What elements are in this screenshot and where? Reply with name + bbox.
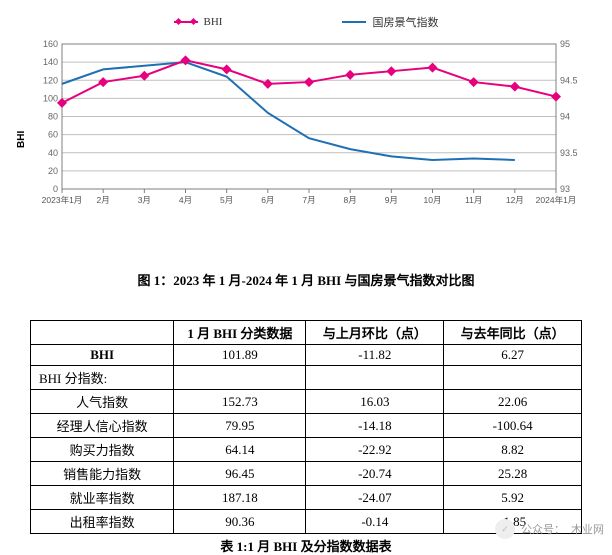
row-label: 出租率指数 [31, 510, 174, 534]
table-row: 人气指数152.7316.0322.06 [31, 390, 582, 414]
plot-area: BHI 0204060801001201401609393.59494.5952… [20, 38, 592, 213]
table-row: BHI 分指数: [31, 366, 582, 390]
legend-swatch-bhi [174, 21, 198, 23]
svg-text:11月: 11月 [465, 195, 482, 205]
watermark: ✓ 公众号： 木业网 [495, 519, 604, 539]
svg-text:20: 20 [48, 166, 58, 176]
svg-text:120: 120 [43, 75, 58, 85]
table-cell: 152.73 [174, 390, 306, 414]
svg-text:140: 140 [43, 57, 58, 67]
table-cell: 90.36 [174, 510, 306, 534]
row-label: BHI [31, 345, 174, 366]
svg-text:12月: 12月 [506, 195, 524, 205]
table-cell: 8.82 [444, 438, 582, 462]
svg-text:2024年1月: 2024年1月 [536, 195, 577, 205]
svg-text:80: 80 [48, 112, 58, 122]
svg-text:6月: 6月 [261, 195, 274, 205]
row-label: 人气指数 [31, 390, 174, 414]
table-row: BHI101.89-11.826.27 [31, 345, 582, 366]
table-cell: 101.89 [174, 345, 306, 366]
svg-text:40: 40 [48, 148, 58, 158]
legend-label-bhi: BHI [204, 16, 223, 28]
y-left-axis-label: BHI [16, 131, 27, 148]
table-cell: -20.74 [306, 462, 444, 486]
data-table: 1 月 BHI 分类数据与上月环比（点）与去年同比（点）BHI101.89-11… [30, 320, 582, 534]
svg-text:160: 160 [43, 39, 58, 49]
table-cell [444, 366, 582, 390]
svg-text:93: 93 [560, 184, 570, 194]
svg-text:0: 0 [53, 184, 58, 194]
table-cell: 6.27 [444, 345, 582, 366]
table-row: 经理人信心指数79.95-14.18-100.64 [31, 414, 582, 438]
table-cell: -100.64 [444, 414, 582, 438]
row-label: 购买力指数 [31, 438, 174, 462]
watermark-name: 木业网 [571, 521, 604, 537]
chart-legend: BHI 国房景气指数 [20, 10, 592, 34]
svg-text:4月: 4月 [179, 195, 192, 205]
row-label: 就业率指数 [31, 486, 174, 510]
svg-text:7月: 7月 [302, 195, 315, 205]
svg-text:100: 100 [43, 93, 58, 103]
svg-text:60: 60 [48, 130, 58, 140]
chart-svg: 0 20 40 60 80 100 120 140 160 93 93.5 94 94.5 95 2023年… [20, 38, 592, 213]
table-header [31, 321, 174, 345]
table-cell: 5.92 [444, 486, 582, 510]
chart-caption: 图 1：2023 年 1 月-2024 年 1 月 BHI 与国房景气指数对比图 [0, 270, 612, 289]
svg-text:9月: 9月 [385, 195, 398, 205]
table-cell: -11.82 [306, 345, 444, 366]
table-header: 与去年同比（点） [444, 321, 582, 345]
table-cell: -22.92 [306, 438, 444, 462]
svg-text:5月: 5月 [220, 195, 233, 205]
table-cell: -0.14 [306, 510, 444, 534]
svg-text:3月: 3月 [138, 195, 151, 205]
svg-text:94.5: 94.5 [560, 75, 578, 85]
wechat-icon: ✓ [495, 519, 515, 539]
table-cell: 187.18 [174, 486, 306, 510]
table-header: 与上月环比（点） [306, 321, 444, 345]
table-cell: 16.03 [306, 390, 444, 414]
watermark-prefix: 公众号： [521, 521, 565, 537]
table-cell: -14.18 [306, 414, 444, 438]
svg-text:2月: 2月 [97, 195, 110, 205]
row-label: 经理人信心指数 [31, 414, 174, 438]
svg-text:95: 95 [560, 39, 570, 49]
svg-text:93.5: 93.5 [560, 148, 578, 158]
table-cell: 64.14 [174, 438, 306, 462]
legend-item-bhi: BHI [174, 16, 223, 28]
table-cell [306, 366, 444, 390]
legend-label-guofang: 国房景气指数 [372, 14, 438, 30]
row-label: BHI 分指数: [31, 366, 174, 390]
table-cell: 25.28 [444, 462, 582, 486]
table-cell: 79.95 [174, 414, 306, 438]
table-row: 就业率指数187.18-24.075.92 [31, 486, 582, 510]
legend-swatch-guofang [342, 21, 366, 23]
svg-text:2023年1月: 2023年1月 [42, 195, 83, 205]
table-cell: 22.06 [444, 390, 582, 414]
legend-item-guofang: 国房景气指数 [342, 14, 438, 30]
table-cell: -24.07 [306, 486, 444, 510]
table-row: 购买力指数64.14-22.928.82 [31, 438, 582, 462]
chart-container: BHI 国房景气指数 BHI 0 20 40 60 80 100 120 140 160 93 93… [20, 10, 592, 240]
table-cell [174, 366, 306, 390]
svg-text:10月: 10月 [424, 195, 442, 205]
table-header: 1 月 BHI 分类数据 [174, 321, 306, 345]
row-label: 销售能力指数 [31, 462, 174, 486]
svg-text:94: 94 [560, 112, 570, 122]
table-cell: 96.45 [174, 462, 306, 486]
svg-text:8月: 8月 [344, 195, 357, 205]
table-row: 销售能力指数96.45-20.7425.28 [31, 462, 582, 486]
